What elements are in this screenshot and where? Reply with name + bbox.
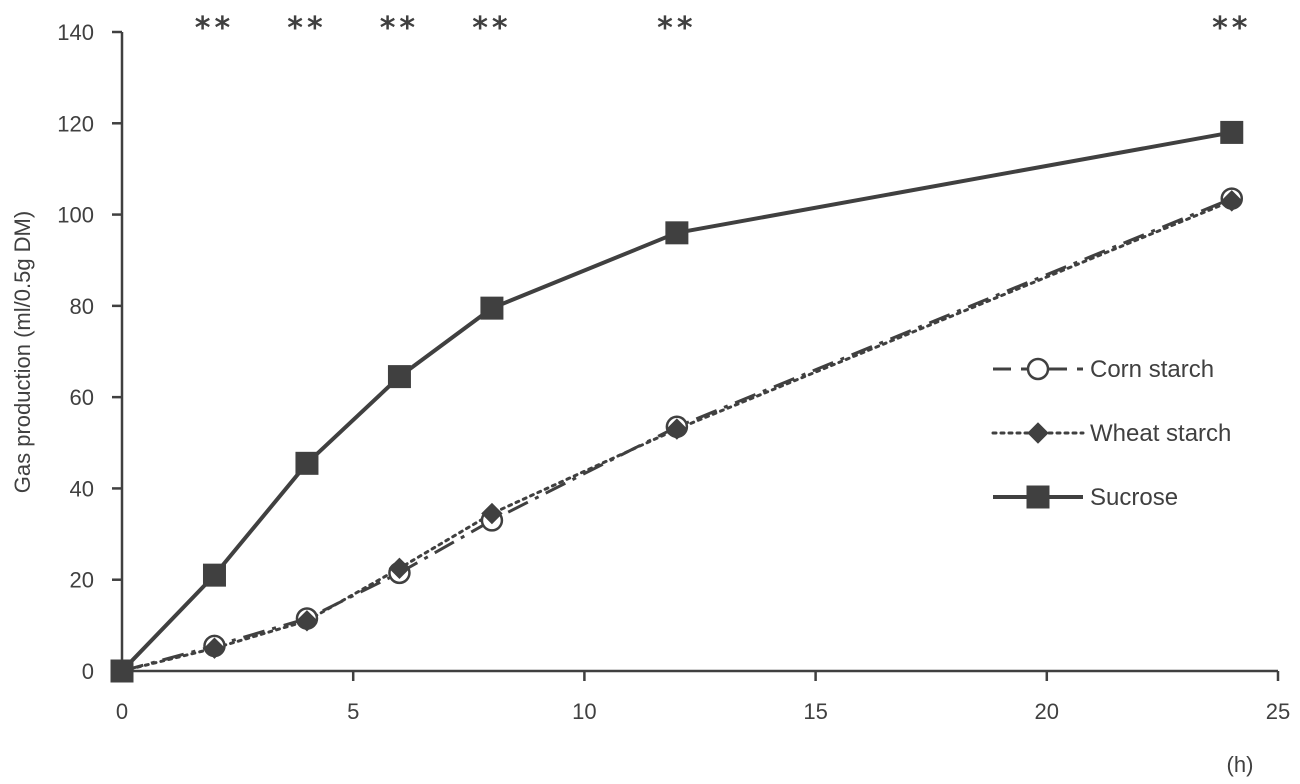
series-markers <box>110 120 1244 683</box>
y-tick-label: 100 <box>57 203 94 228</box>
significance-marker: ** <box>472 11 511 46</box>
data-point-wheat-starch <box>481 502 503 525</box>
data-point-sucrose <box>665 221 689 245</box>
data-point-wheat-starch <box>296 610 318 632</box>
y-tick-label: 140 <box>57 20 94 45</box>
legend-marker-wheat-starch <box>1027 422 1049 444</box>
legend-label-sucrose: Sucrose <box>1090 484 1178 511</box>
significance-annotations: ** ** ** ** ** ** <box>195 11 1251 46</box>
series-line-sucrose <box>120 130 1233 673</box>
data-point-wheat-starch <box>1221 190 1243 212</box>
x-tick-label: 15 <box>803 699 827 724</box>
legend: Corn starch Wheat starch Sucrose <box>991 356 1231 511</box>
data-point-wheat-starch <box>666 418 688 440</box>
data-point-sucrose <box>1220 120 1244 144</box>
data-point-sucrose <box>202 563 226 587</box>
y-tick-label: 80 <box>70 294 94 319</box>
significance-marker: ** <box>287 11 326 46</box>
y-tick-label: 0 <box>82 659 94 684</box>
data-point-sucrose <box>480 296 504 320</box>
x-tick-label: 10 <box>572 699 596 724</box>
data-point-sucrose <box>295 451 319 475</box>
data-point-wheat-starch <box>388 557 411 580</box>
y-axis: 0 20 40 60 80 100 120 140 <box>57 20 124 684</box>
legend-label-corn-starch: Corn starch <box>1090 356 1214 383</box>
x-tick-label: 5 <box>347 699 359 724</box>
legend-marker-sucrose <box>1026 485 1050 509</box>
series-lines <box>120 130 1234 673</box>
x-axis-title: (h) <box>1227 752 1254 777</box>
y-tick-label: 120 <box>57 111 94 136</box>
data-point-sucrose <box>387 365 411 389</box>
x-tick-label: 0 <box>116 699 128 724</box>
legend-marker-corn-starch <box>1026 357 1050 381</box>
x-tick-label: 25 <box>1266 699 1290 724</box>
significance-marker: ** <box>657 11 696 46</box>
data-point-wheat-starch <box>203 637 226 659</box>
significance-marker: ** <box>380 11 419 46</box>
x-tick-label: 20 <box>1035 699 1059 724</box>
y-tick-label: 40 <box>70 476 94 501</box>
y-tick-label: 60 <box>70 385 94 410</box>
significance-marker: ** <box>195 11 234 46</box>
data-point-sucrose <box>110 659 134 683</box>
y-tick-label: 20 <box>70 568 94 593</box>
legend-label-wheat-starch: Wheat starch <box>1090 420 1231 447</box>
x-axis: 0 5 10 15 20 25 <box>116 669 1290 724</box>
y-axis-title: Gas production (ml/0.5g DM) <box>10 211 35 493</box>
significance-marker: ** <box>1212 11 1251 46</box>
